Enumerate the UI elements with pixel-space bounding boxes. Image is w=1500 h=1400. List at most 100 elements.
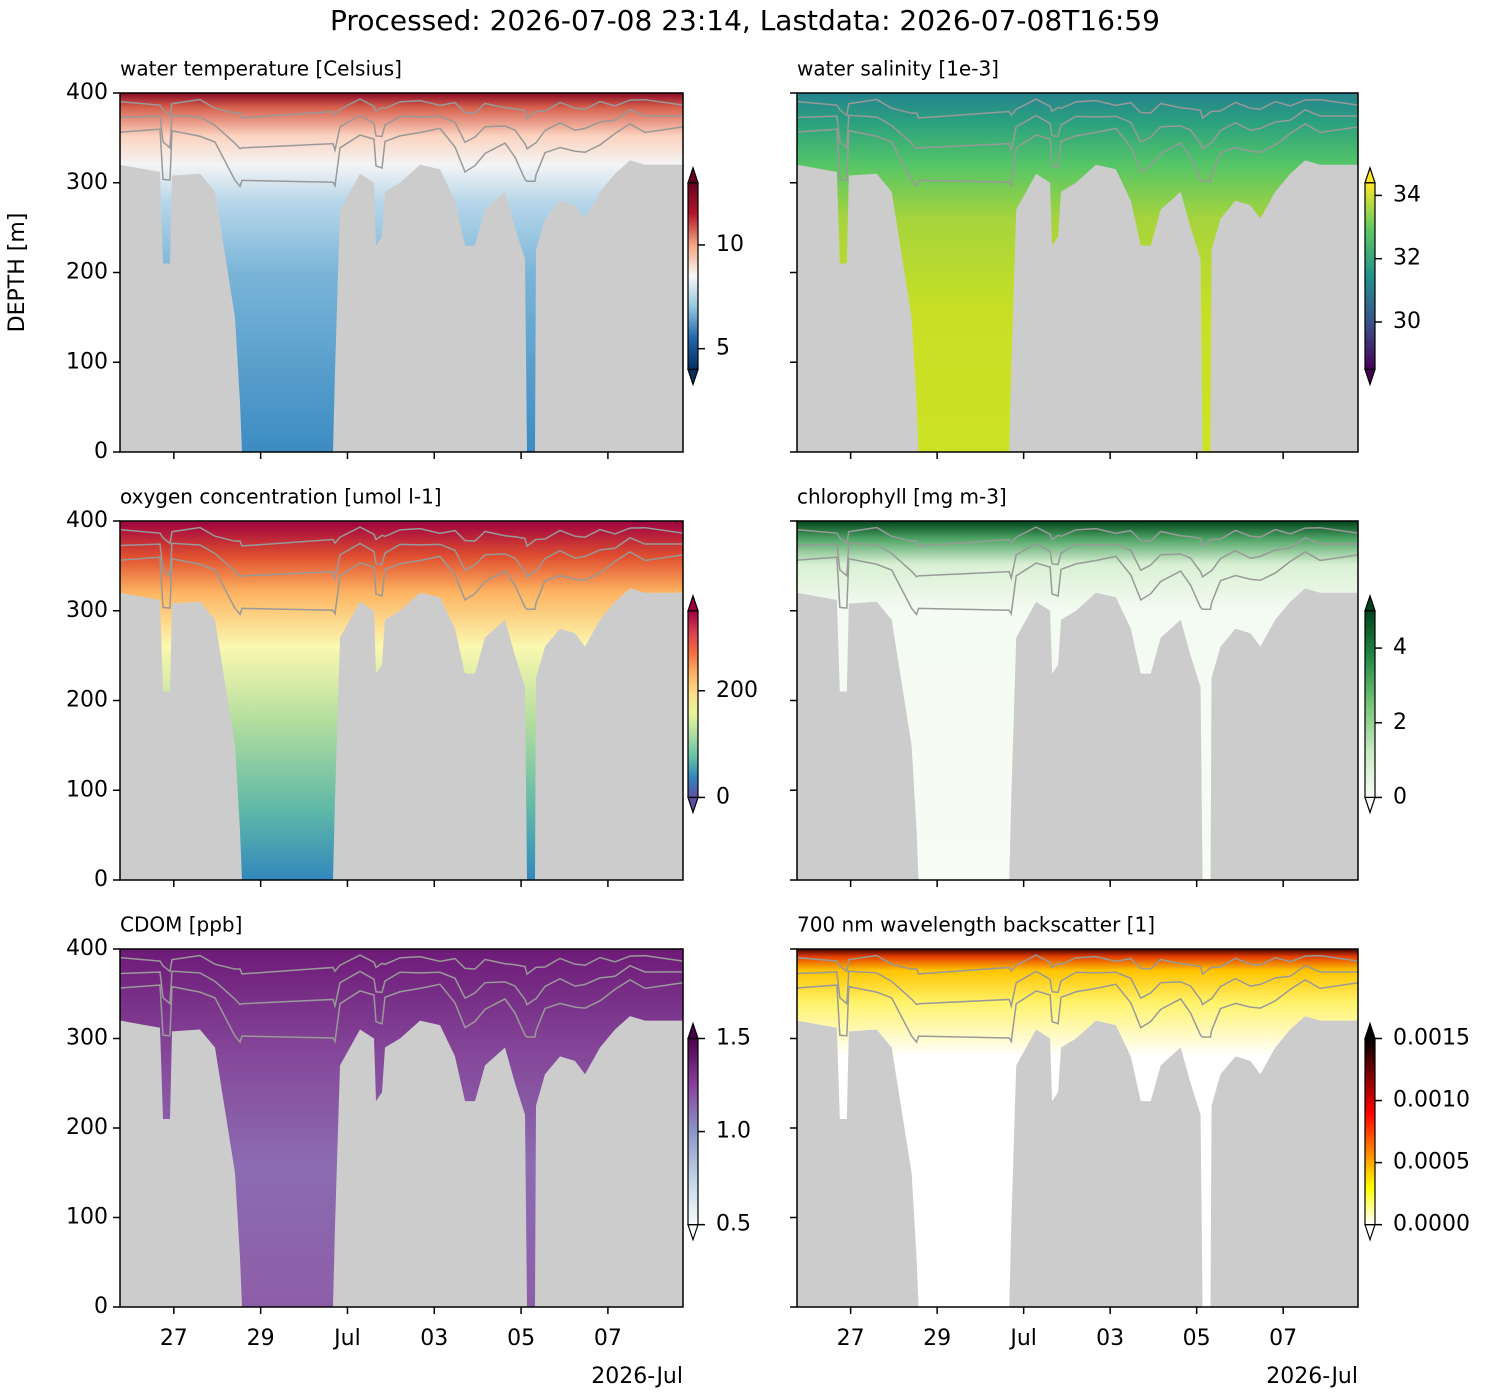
x-offset-label: 2026-Jul (1266, 1364, 1358, 1389)
panel-title: oxygen concentration [umol l-1] (120, 485, 442, 509)
x-tick-label: 03 (420, 1326, 448, 1351)
panel-title: chlorophyll [mg m-3] (797, 485, 1007, 509)
colorbar-tick-label: 0.0015 (1393, 1026, 1470, 1051)
colorbar-extend-min (1364, 1224, 1376, 1242)
colorbar-tick-label: 32 (1393, 246, 1421, 271)
colorbar (1365, 182, 1375, 370)
colorbar-tick-label: 0.0010 (1393, 1088, 1470, 1113)
colorbar-extend-min (687, 1224, 699, 1242)
isotherm-contour (796, 954, 1359, 976)
x-tick-label: 07 (1269, 1326, 1297, 1351)
colorbar-frame (1364, 182, 1376, 371)
x-tick-label: 07 (594, 1326, 622, 1351)
colorbar-extend-max (687, 165, 699, 184)
isotherm-contour (796, 536, 1359, 582)
colorbar-extend-max (1364, 1021, 1376, 1040)
isotherm-contour (119, 978, 684, 1044)
isotherm-contour (796, 978, 1359, 1044)
isotherm-contour (119, 551, 684, 616)
colorbar-frame (687, 610, 699, 799)
colorbar-frame (687, 182, 699, 371)
x-tick-label: 27 (160, 1326, 188, 1351)
y-tick-label: 400 (66, 80, 108, 105)
isotherm-contour (119, 108, 684, 154)
colorbar-tick-label: 5 (716, 336, 730, 361)
colorbar-tick-label: 0.5 (716, 1212, 751, 1237)
x-tick-label: 27 (837, 1326, 865, 1351)
colorbar (688, 182, 698, 370)
y-tick-label: 0 (94, 439, 108, 464)
x-tick-label: 03 (1096, 1326, 1124, 1351)
colorbar-tick-label: 0 (1393, 784, 1407, 809)
panel-title: water temperature [Celsius] (120, 57, 402, 81)
colorbar-extend-max (1364, 593, 1376, 612)
y-tick-label: 0 (94, 1294, 108, 1319)
colorbar-frame (1364, 1037, 1376, 1226)
colorbar-tick-label: 200 (716, 678, 758, 703)
x-tick-label: Jul (332, 1326, 361, 1351)
colorbar-tick-label: 30 (1393, 309, 1421, 334)
isotherm-contour (119, 526, 684, 548)
colorbar-tick-label: 34 (1393, 182, 1421, 207)
colorbar-frame (1364, 610, 1376, 799)
panel-title: water salinity [1e-3] (797, 57, 999, 81)
colorbar-tick-label: 2 (1393, 710, 1407, 735)
y-tick-label: 200 (66, 260, 108, 285)
colorbar-extend-max (1364, 165, 1376, 184)
panel-title: 700 nm wavelength backscatter [1] (797, 913, 1155, 937)
colorbar-tick-label: 0.0005 (1393, 1150, 1470, 1175)
x-tick-label: 05 (1183, 1326, 1211, 1351)
y-tick-label: 300 (66, 598, 108, 623)
y-tick-label: 200 (66, 1115, 108, 1140)
y-tick-label: 200 (66, 688, 108, 713)
colorbar-tick-label: 10 (716, 232, 744, 257)
isotherm-contour (796, 551, 1359, 617)
colorbar-extend-min (1364, 796, 1376, 815)
x-tick-label: Jul (1008, 1326, 1037, 1351)
colorbar-extend-max (687, 593, 699, 612)
isotherm-contour (119, 123, 684, 188)
y-tick-label: 100 (66, 349, 108, 374)
colorbar (688, 1038, 698, 1225)
colorbar-tick-label: 0 (716, 784, 730, 809)
colorbar-tick-label: 1.5 (716, 1026, 751, 1051)
isotherm-contour (119, 964, 684, 1009)
data-field (797, 93, 1358, 452)
figure-title: Processed: 2026-07-08 23:14, Lastdata: 2… (330, 4, 1160, 37)
isotherm-contour (119, 954, 684, 976)
colorbar-extend-min (1364, 368, 1376, 387)
y-tick-label: 300 (66, 1026, 108, 1051)
isotherm-contour (796, 98, 1359, 120)
y-tick-label: 100 (66, 777, 108, 802)
y-tick-label: 400 (66, 936, 108, 961)
colorbar-extend-min (687, 368, 699, 387)
x-tick-label: 29 (247, 1326, 275, 1351)
colorbar-extend-min (687, 796, 699, 815)
y-tick-label: 400 (66, 508, 108, 533)
data-field (797, 949, 1358, 1307)
x-tick-label: 29 (923, 1326, 951, 1351)
isotherm-contour (796, 108, 1359, 154)
y-tick-label: 300 (66, 170, 108, 195)
isotherm-contour (796, 123, 1359, 189)
isotherm-contour (119, 536, 684, 582)
colorbar-tick-label: 1.0 (716, 1119, 751, 1144)
colorbar (1365, 1038, 1375, 1225)
data-field (120, 521, 683, 880)
colorbar-tick-label: 4 (1393, 635, 1407, 660)
colorbar-tick-label: 0.0000 (1393, 1212, 1470, 1237)
isotherm-contour (796, 964, 1359, 1009)
data-field (120, 949, 683, 1307)
colorbar (688, 610, 698, 798)
colorbar (1365, 610, 1375, 798)
y-axis-label: DEPTH [m] (5, 213, 30, 333)
data-field (797, 521, 1358, 880)
isotherm-contour (796, 526, 1359, 548)
panel-title: CDOM [ppb] (120, 913, 242, 937)
colorbar-extend-max (687, 1021, 699, 1040)
y-tick-label: 100 (66, 1205, 108, 1230)
x-tick-label: 05 (507, 1326, 535, 1351)
data-field (120, 93, 683, 452)
x-offset-label: 2026-Jul (591, 1364, 683, 1389)
